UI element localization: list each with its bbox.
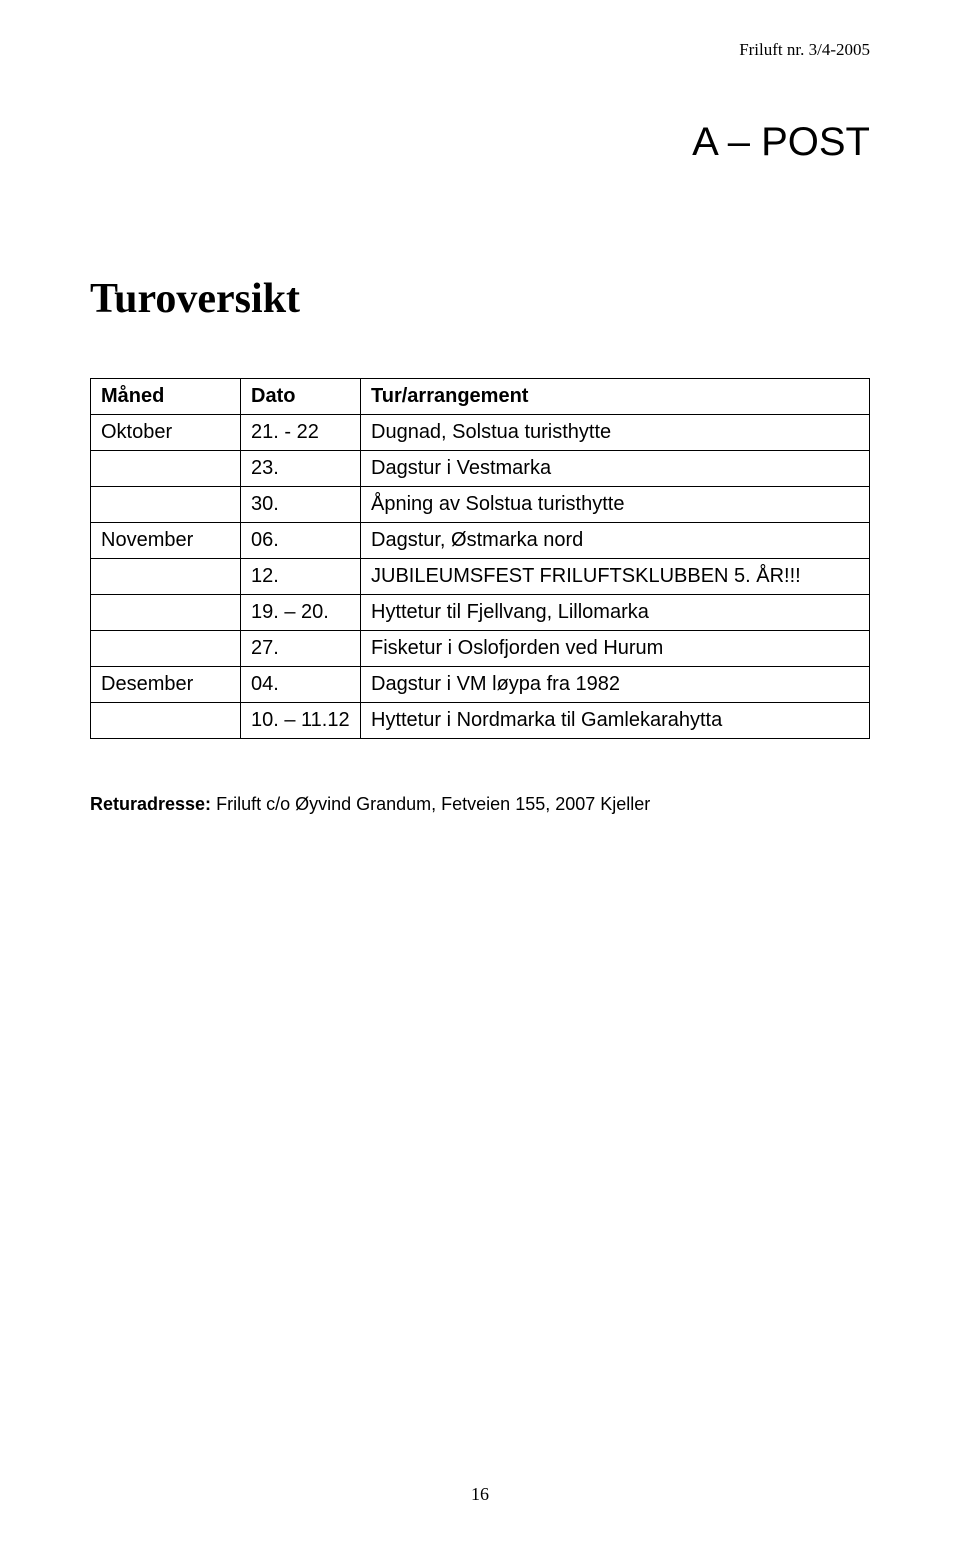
table-row: Oktober 21. - 22 Dugnad, Solstua turisth… — [91, 415, 870, 451]
cell-date: 21. - 22 — [241, 415, 361, 451]
page: Friluft nr. 3/4-2005 A – POST Turoversik… — [0, 0, 960, 1545]
table-row: 12. JUBILEUMSFEST FRILUFTSKLUBBEN 5. ÅR!… — [91, 559, 870, 595]
return-address: Returadresse: Friluft c/o Øyvind Grandum… — [90, 794, 870, 815]
table-row: 27. Fisketur i Oslofjorden ved Hurum — [91, 631, 870, 667]
cell-event: Fisketur i Oslofjorden ved Hurum — [361, 631, 870, 667]
cell-month: November — [91, 523, 241, 559]
cell-month — [91, 595, 241, 631]
return-address-value: Friluft c/o Øyvind Grandum, Fetveien 155… — [216, 794, 650, 814]
cell-date: 04. — [241, 667, 361, 703]
table-row: 10. – 11.12 Hyttetur i Nordmarka til Gam… — [91, 703, 870, 739]
cell-event: Åpning av Solstua turisthytte — [361, 487, 870, 523]
cell-month — [91, 703, 241, 739]
cell-date: 19. – 20. — [241, 595, 361, 631]
table-row: November 06. Dagstur, Østmarka nord — [91, 523, 870, 559]
cell-event: JUBILEUMSFEST FRILUFTSKLUBBEN 5. ÅR!!! — [361, 559, 870, 595]
cell-event: Dugnad, Solstua turisthytte — [361, 415, 870, 451]
table-row: 30. Åpning av Solstua turisthytte — [91, 487, 870, 523]
post-heading: A – POST — [90, 120, 870, 165]
cell-event: Hyttetur til Fjellvang, Lillomarka — [361, 595, 870, 631]
cell-date: 23. — [241, 451, 361, 487]
cell-date: 30. — [241, 487, 361, 523]
cell-event: Dagstur, Østmarka nord — [361, 523, 870, 559]
cell-month: Desember — [91, 667, 241, 703]
col-header-event: Tur/arrangement — [361, 379, 870, 415]
table-row: Desember 04. Dagstur i VM løypa fra 1982 — [91, 667, 870, 703]
cell-month — [91, 631, 241, 667]
table-row: 23. Dagstur i Vestmarka — [91, 451, 870, 487]
cell-date: 12. — [241, 559, 361, 595]
table-row: 19. – 20. Hyttetur til Fjellvang, Lillom… — [91, 595, 870, 631]
cell-event: Hyttetur i Nordmarka til Gamlekarahytta — [361, 703, 870, 739]
cell-event: Dagstur i VM løypa fra 1982 — [361, 667, 870, 703]
cell-month: Oktober — [91, 415, 241, 451]
col-header-month: Måned — [91, 379, 241, 415]
return-address-label: Returadresse: — [90, 794, 211, 814]
cell-date: 27. — [241, 631, 361, 667]
cell-month — [91, 559, 241, 595]
issue-header: Friluft nr. 3/4-2005 — [90, 40, 870, 60]
cell-date: 06. — [241, 523, 361, 559]
cell-month — [91, 487, 241, 523]
cell-month — [91, 451, 241, 487]
tour-heading: Turoversikt — [90, 275, 870, 323]
cell-event: Dagstur i Vestmarka — [361, 451, 870, 487]
col-header-date: Dato — [241, 379, 361, 415]
cell-date: 10. – 11.12 — [241, 703, 361, 739]
page-number: 16 — [0, 1484, 960, 1505]
schedule-table: Måned Dato Tur/arrangement Oktober 21. -… — [90, 378, 870, 739]
